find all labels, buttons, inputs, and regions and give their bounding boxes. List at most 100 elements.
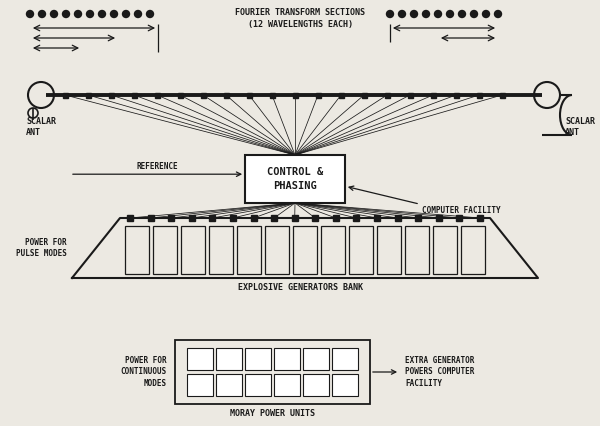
Circle shape [494, 11, 502, 17]
Circle shape [122, 11, 130, 17]
Bar [265, 226, 289, 274]
Bar [461, 226, 485, 274]
Bar [216, 374, 242, 396]
Text: EXTRA GENERATOR
POWERS COMPUTER
FACILITY: EXTRA GENERATOR POWERS COMPUTER FACILITY [405, 356, 475, 389]
Bar [168, 215, 174, 221]
Text: POWER FOR
PULSE MODES: POWER FOR PULSE MODES [16, 238, 67, 258]
Bar [321, 226, 345, 274]
Bar [209, 215, 215, 221]
Bar [181, 226, 205, 274]
Bar [303, 374, 329, 396]
Bar [237, 226, 261, 274]
Bar [86, 92, 91, 98]
Circle shape [98, 11, 106, 17]
Circle shape [28, 108, 38, 118]
Bar [332, 348, 358, 370]
Circle shape [86, 11, 94, 17]
Bar [189, 215, 195, 221]
Circle shape [458, 11, 466, 17]
Circle shape [534, 82, 560, 108]
Text: EXPLOSIVE GENERATORS BANK: EXPLOSIVE GENERATORS BANK [238, 283, 362, 292]
Bar [216, 348, 242, 370]
Bar [223, 92, 229, 98]
Bar [361, 92, 367, 98]
Bar [274, 374, 300, 396]
Bar [477, 215, 483, 221]
Bar [312, 215, 318, 221]
Bar [433, 226, 457, 274]
Text: MORAY POWER UNITS: MORAY POWER UNITS [230, 409, 315, 418]
Bar [395, 215, 401, 221]
Bar [293, 92, 298, 98]
Circle shape [482, 11, 490, 17]
Circle shape [26, 11, 34, 17]
Text: REFERENCE: REFERENCE [137, 162, 178, 171]
Bar [200, 92, 205, 98]
Bar [271, 215, 277, 221]
Bar [385, 92, 389, 98]
Bar [178, 92, 182, 98]
Circle shape [28, 82, 54, 108]
Bar [187, 348, 213, 370]
Bar [333, 215, 339, 221]
Circle shape [110, 11, 118, 17]
Bar [247, 92, 251, 98]
Bar [405, 226, 429, 274]
Bar [332, 374, 358, 396]
Bar [436, 215, 442, 221]
Circle shape [386, 11, 394, 17]
Bar [269, 92, 275, 98]
Circle shape [50, 11, 58, 17]
Bar [245, 348, 271, 370]
Bar [454, 92, 458, 98]
Text: SCALAR
ANT: SCALAR ANT [565, 117, 595, 137]
Circle shape [38, 11, 46, 17]
Text: COMPUTER FACILITY: COMPUTER FACILITY [422, 206, 500, 215]
Text: SCALAR
ANT: SCALAR ANT [26, 117, 56, 137]
Bar [274, 348, 300, 370]
Bar [374, 215, 380, 221]
Bar [187, 374, 213, 396]
Bar [338, 92, 343, 98]
Bar [131, 92, 137, 98]
Bar [153, 226, 177, 274]
Circle shape [398, 11, 406, 17]
Bar [155, 92, 160, 98]
Circle shape [446, 11, 454, 17]
Circle shape [434, 11, 442, 17]
Bar [303, 348, 329, 370]
Text: FOURIER TRANSFORM SECTIONS
(12 WAVELENGTHS EACH): FOURIER TRANSFORM SECTIONS (12 WAVELENGT… [235, 8, 365, 29]
Bar [377, 226, 401, 274]
Bar [109, 92, 113, 98]
Bar [245, 155, 345, 203]
Circle shape [470, 11, 478, 17]
Bar [148, 215, 154, 221]
Bar [499, 92, 505, 98]
Bar [62, 92, 67, 98]
Bar [316, 92, 320, 98]
Circle shape [146, 11, 154, 17]
Bar [407, 92, 413, 98]
Bar [230, 215, 236, 221]
Circle shape [134, 11, 142, 17]
Circle shape [410, 11, 418, 17]
Bar [292, 215, 298, 221]
Circle shape [62, 11, 70, 17]
Bar [293, 226, 317, 274]
Text: CONTROL &
PHASING: CONTROL & PHASING [267, 167, 323, 190]
Bar [349, 226, 373, 274]
Bar [251, 215, 257, 221]
Bar [353, 215, 359, 221]
Bar [175, 340, 370, 404]
Bar [415, 215, 421, 221]
Circle shape [422, 11, 430, 17]
Bar [457, 215, 463, 221]
Bar [476, 92, 482, 98]
Bar [127, 215, 133, 221]
Text: POWER FOR
CONTINUOUS
MODES: POWER FOR CONTINUOUS MODES [121, 357, 167, 388]
Bar [431, 92, 436, 98]
Bar [125, 226, 149, 274]
Bar [209, 226, 233, 274]
Bar [245, 374, 271, 396]
Circle shape [74, 11, 82, 17]
